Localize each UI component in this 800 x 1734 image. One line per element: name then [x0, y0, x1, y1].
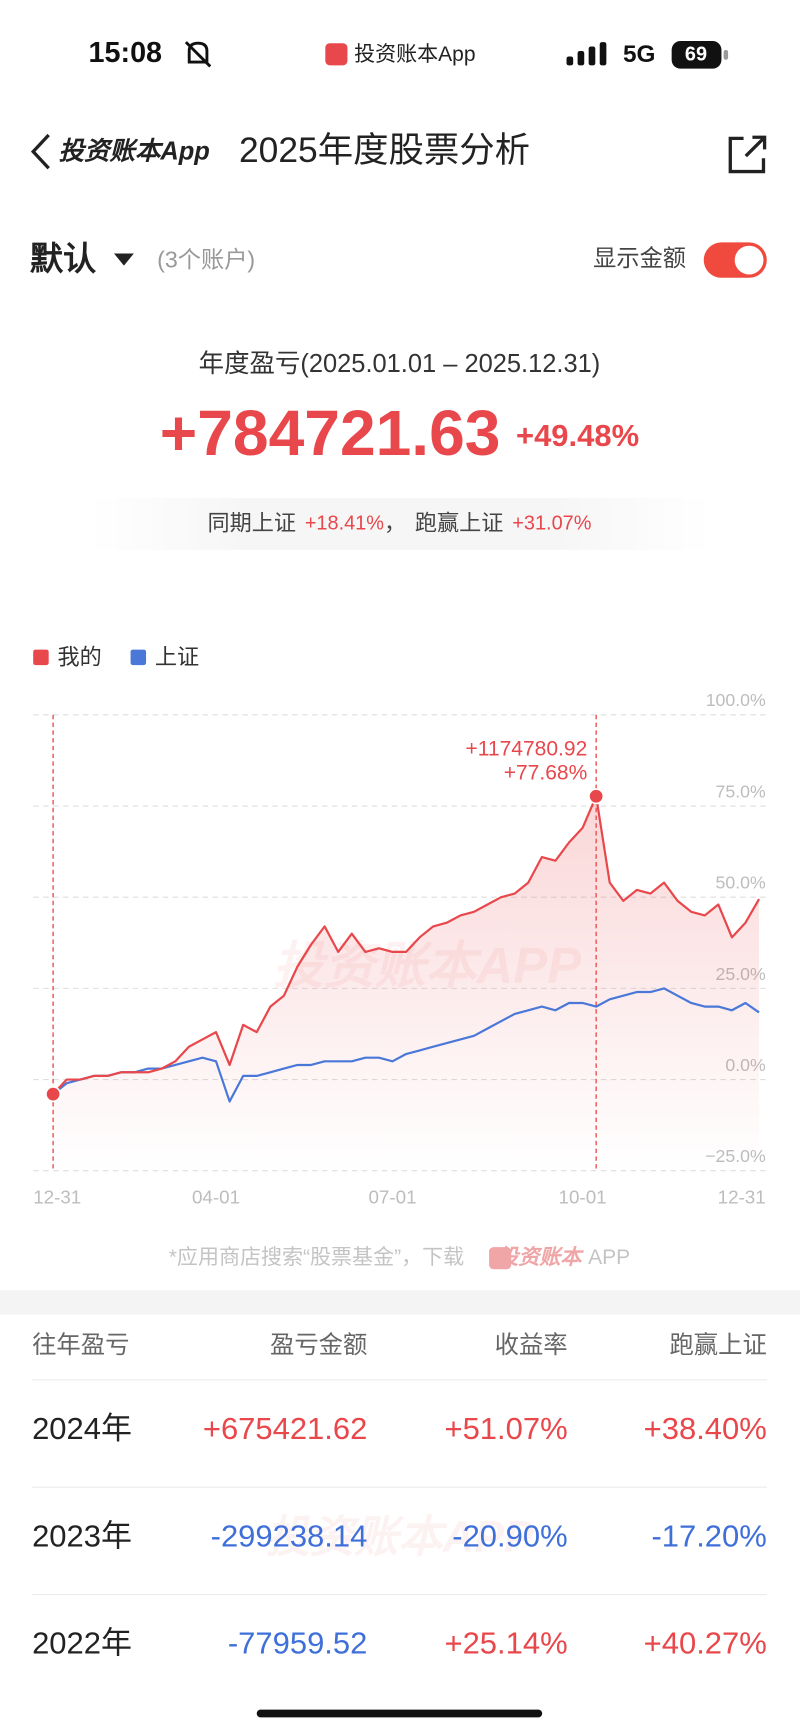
y-tick-label: 100.0%: [706, 690, 766, 710]
battery: [671, 40, 722, 69]
row-year: 2024年: [32, 1411, 132, 1446]
status-time: 15:08: [89, 37, 163, 69]
battery-level: 69: [685, 44, 707, 66]
status-app: 投资账本App: [354, 43, 475, 66]
table-header: 往年盈亏: [32, 1332, 129, 1359]
row-value: -299238.14: [211, 1518, 368, 1553]
comparison: 同期上证 +18.41%， 跑赢上证 +31.07%: [207, 510, 591, 535]
table-header: 收益率: [495, 1332, 568, 1359]
row-value: +675421.62: [203, 1411, 367, 1446]
signal-icon: [566, 42, 607, 66]
separator: ，: [384, 510, 406, 535]
status-network: 5G: [623, 41, 655, 68]
battery-nub: [723, 49, 729, 60]
footer-suffix: APP: [588, 1246, 630, 1269]
table-header: 跑赢上证: [669, 1332, 766, 1359]
marker-point: [45, 1086, 62, 1103]
account-selector[interactable]: 默认: [30, 241, 134, 278]
row-value: -17.20%: [651, 1518, 766, 1553]
row-year: 2023年: [32, 1518, 132, 1553]
benchmark-label: 同期上证: [207, 510, 296, 535]
account-name[interactable]: 默认: [30, 241, 97, 278]
app-icon: [325, 43, 348, 66]
x-tick-label: 10-01: [559, 1186, 607, 1207]
toggle[interactable]: [703, 242, 767, 278]
back-button[interactable]: 投资账本App: [30, 133, 210, 170]
row-value: -77959.52: [228, 1626, 367, 1661]
watermark: 投资账本APP: [265, 1513, 533, 1562]
home-indicator: [256, 1709, 543, 1718]
summary-amount: +784721.63: [160, 397, 501, 469]
footer-icon: [489, 1247, 512, 1270]
x-tick-label: 04-01: [192, 1186, 240, 1207]
page-title: 2025年度股票分析: [239, 130, 530, 170]
series-line: [52, 795, 761, 1095]
legend-label: 我的: [58, 644, 102, 669]
x-tick-label: 12-31: [718, 1186, 766, 1207]
row-value: -20.90%: [452, 1518, 567, 1553]
section-gap: [0, 1290, 800, 1315]
legend-swatch: [33, 649, 49, 666]
footer-note: *应用商店搜索“股票基金”，下载 投资账本 APP: [169, 1245, 630, 1269]
x-tick-label: 07-01: [368, 1186, 416, 1207]
toggle-label: 显示金额: [593, 245, 686, 271]
row-value: +51.07%: [445, 1411, 568, 1446]
footer-brand: 投资账本: [497, 1245, 584, 1269]
row-year: 2022年: [32, 1626, 132, 1661]
legend-swatch: [130, 649, 147, 666]
y-tick-label: 50.0%: [716, 873, 766, 893]
history-table: 往年盈亏 盈亏金额 收益率 跑赢上证 2024年 +675421.62 +51.07% +38…: [32, 1332, 767, 1661]
dropdown-arrow[interactable]: [113, 253, 134, 266]
account-count: (3个账户): [157, 246, 255, 272]
row-value: +40.27%: [644, 1626, 767, 1661]
summary-figures: +784721.63 +49.48%: [160, 397, 639, 469]
benchmark-rate: +18.41%: [305, 513, 384, 535]
chart: 我的上证投资账本APP100.0%75.0%50.0%25.0%0.0%−25.…: [33, 644, 767, 1207]
x-tick-label: 12-31: [33, 1186, 81, 1207]
comparison-band: [88, 497, 712, 550]
y-tick-label: 75.0%: [716, 781, 766, 801]
excess-label: 跑赢上证: [415, 510, 503, 535]
area: [53, 796, 760, 1171]
excess-rate: +31.07%: [512, 513, 591, 535]
row-value: +25.14%: [445, 1626, 568, 1661]
footer-text: *应用商店搜索“股票基金”，下载: [169, 1246, 464, 1269]
toggle-knob[interactable]: [734, 245, 764, 275]
table-header: 盈亏金额: [270, 1332, 367, 1359]
value-label: +77.68%: [504, 762, 588, 785]
legend-label: 上证: [155, 644, 199, 669]
series-line: [52, 987, 760, 1103]
summary-label: 年度盈亏(2025.01.01 – 2025.12.31): [199, 350, 601, 378]
marker-point: [588, 788, 605, 805]
annotation: +1174780.92: [466, 737, 588, 760]
mute-icon: [184, 41, 212, 68]
share-button[interactable]: [728, 135, 767, 174]
row-value: +38.40%: [644, 1411, 767, 1446]
back-label[interactable]: 投资账本App: [59, 137, 210, 165]
summary-rate: +49.48%: [516, 418, 639, 453]
